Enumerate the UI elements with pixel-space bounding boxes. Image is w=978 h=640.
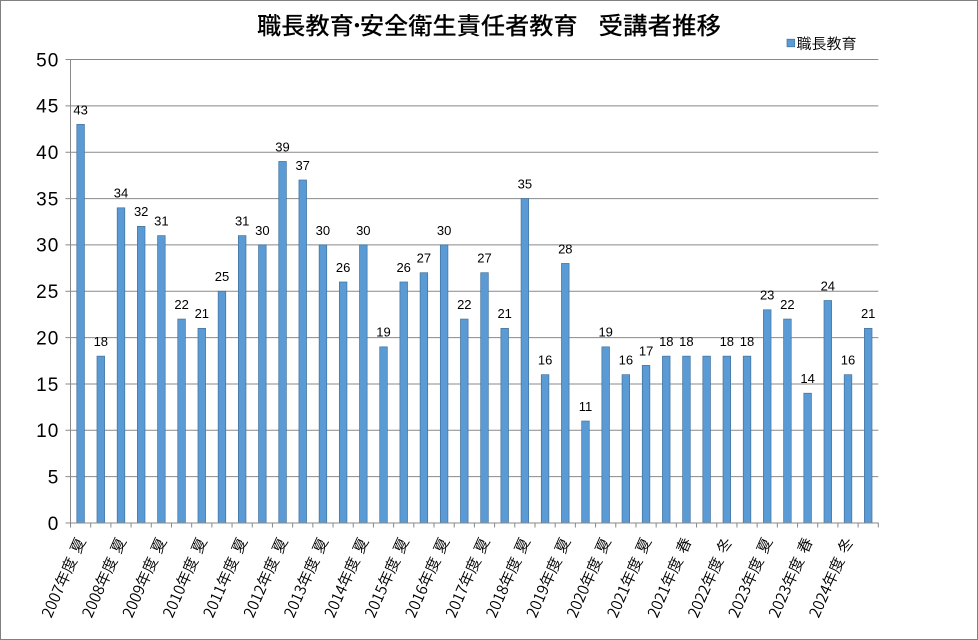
- svg-text:32: 32: [134, 204, 148, 219]
- svg-text:20: 20: [36, 328, 59, 349]
- svg-text:24: 24: [821, 278, 835, 293]
- svg-text:26: 26: [336, 260, 350, 275]
- svg-text:5: 5: [48, 468, 60, 489]
- svg-text:35: 35: [518, 176, 532, 191]
- svg-text:27: 27: [477, 251, 491, 266]
- svg-text:25: 25: [215, 269, 229, 284]
- svg-text:18: 18: [679, 334, 693, 349]
- svg-text:40: 40: [36, 143, 59, 164]
- svg-text:30: 30: [255, 223, 269, 238]
- svg-text:35: 35: [36, 189, 59, 210]
- svg-text:43: 43: [73, 102, 87, 117]
- svg-text:0: 0: [48, 514, 60, 535]
- svg-text:21: 21: [497, 306, 511, 321]
- svg-text:26: 26: [396, 260, 410, 275]
- svg-text:16: 16: [538, 353, 552, 368]
- svg-text:21: 21: [195, 306, 209, 321]
- svg-text:31: 31: [154, 214, 168, 229]
- svg-text:45: 45: [36, 97, 59, 118]
- svg-text:18: 18: [740, 334, 754, 349]
- svg-text:21: 21: [861, 306, 875, 321]
- svg-text:27: 27: [417, 251, 431, 266]
- svg-text:22: 22: [780, 297, 794, 312]
- svg-text:18: 18: [659, 334, 673, 349]
- svg-text:28: 28: [558, 241, 572, 256]
- svg-text:18: 18: [94, 334, 108, 349]
- svg-text:34: 34: [114, 186, 128, 201]
- svg-text:30: 30: [356, 223, 370, 238]
- svg-text:23: 23: [760, 288, 774, 303]
- svg-text:15: 15: [36, 375, 59, 396]
- svg-text:19: 19: [376, 325, 390, 340]
- svg-text:22: 22: [457, 297, 471, 312]
- svg-text:50: 50: [36, 50, 59, 71]
- svg-text:19: 19: [598, 325, 612, 340]
- svg-text:30: 30: [437, 223, 451, 238]
- svg-text:17: 17: [639, 343, 653, 358]
- svg-text:25: 25: [36, 282, 59, 303]
- svg-text:31: 31: [235, 214, 249, 229]
- svg-text:11: 11: [579, 399, 593, 414]
- svg-text:14: 14: [800, 371, 814, 386]
- svg-text:39: 39: [275, 139, 289, 154]
- svg-text:30: 30: [36, 236, 59, 257]
- svg-text:30: 30: [316, 223, 330, 238]
- svg-text:16: 16: [841, 353, 855, 368]
- svg-text:16: 16: [619, 353, 633, 368]
- svg-text:22: 22: [174, 297, 188, 312]
- svg-text:10: 10: [36, 421, 59, 442]
- svg-text:18: 18: [720, 334, 734, 349]
- svg-text:37: 37: [295, 158, 309, 173]
